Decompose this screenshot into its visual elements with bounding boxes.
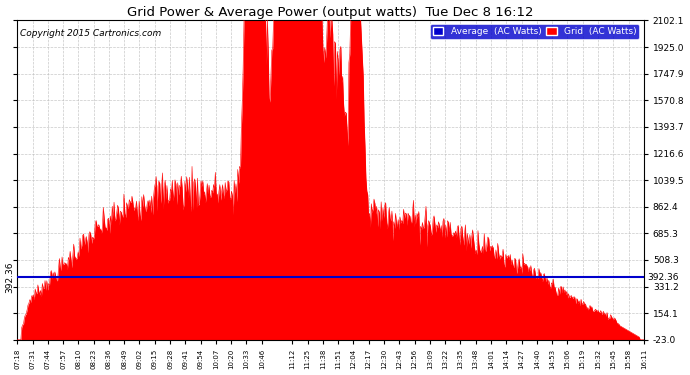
Text: Copyright 2015 Cartronics.com: Copyright 2015 Cartronics.com (21, 29, 161, 38)
Title: Grid Power & Average Power (output watts)  Tue Dec 8 16:12: Grid Power & Average Power (output watts… (127, 6, 534, 18)
Text: 392.36: 392.36 (5, 262, 14, 293)
Legend: Average  (AC Watts), Grid  (AC Watts): Average (AC Watts), Grid (AC Watts) (430, 24, 639, 39)
Text: 392.36: 392.36 (647, 273, 678, 282)
